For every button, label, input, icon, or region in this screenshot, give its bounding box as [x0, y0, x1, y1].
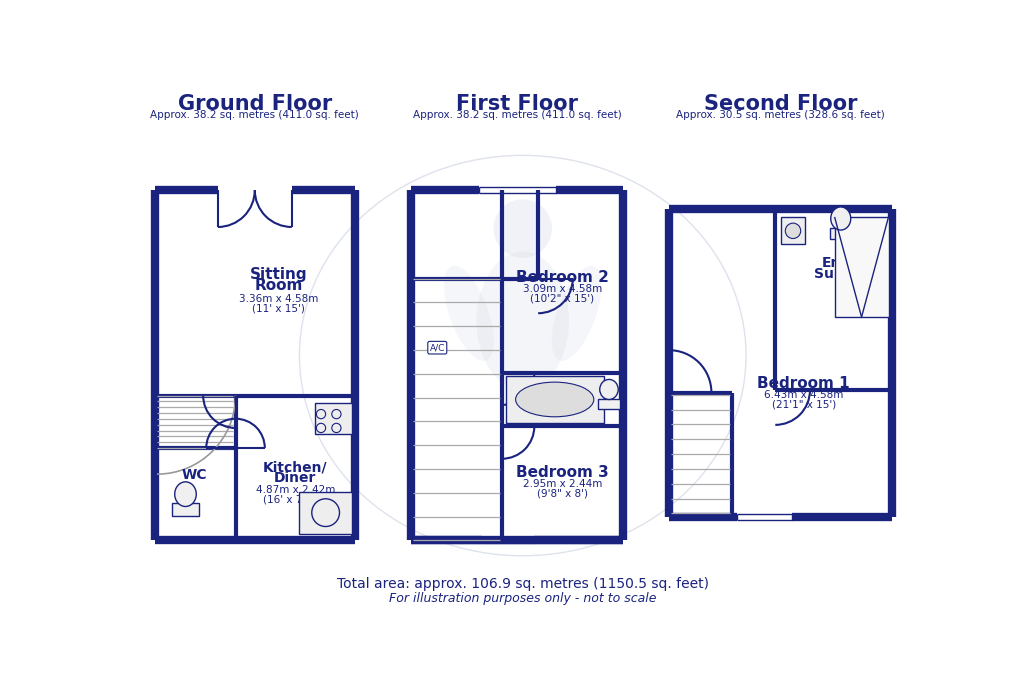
Text: Bathroom: Bathroom [524, 392, 600, 406]
Ellipse shape [829, 207, 850, 230]
Bar [300, 492, 352, 534]
Text: Approx. 38.2 sq. metres (411.0 sq. feet): Approx. 38.2 sq. metres (411.0 sq. feet) [413, 110, 621, 120]
Ellipse shape [174, 482, 196, 507]
Text: Bedroom 2: Bedroom 2 [516, 270, 608, 285]
Text: First Floor: First Floor [455, 94, 578, 114]
Bar [171, 503, 199, 516]
Text: (10'2" x 15'): (10'2" x 15') [530, 293, 594, 303]
Text: Approx. 30.5 sq. metres (328.6 sq. feet): Approx. 30.5 sq. metres (328.6 sq. feet) [676, 110, 884, 120]
Text: 6.43m x 4.58m: 6.43m x 4.58m [763, 390, 843, 400]
Text: 2.95m x 2.44m: 2.95m x 2.44m [522, 479, 601, 489]
Text: 3.09m x 4.58m: 3.09m x 4.58m [523, 284, 601, 294]
Text: Room: Room [255, 279, 303, 293]
Bar [781, 217, 804, 244]
Text: Bedroom 1: Bedroom 1 [757, 376, 849, 391]
Ellipse shape [476, 251, 569, 390]
Ellipse shape [599, 380, 618, 399]
Bar [315, 403, 352, 434]
Circle shape [493, 199, 551, 258]
Text: Approx. 38.2 sq. metres (411.0 sq. feet): Approx. 38.2 sq. metres (411.0 sq. feet) [150, 110, 359, 120]
Text: Second Floor: Second Floor [703, 94, 857, 114]
Text: For illustration purposes only - not to scale: For illustration purposes only - not to … [388, 592, 656, 604]
Ellipse shape [515, 382, 593, 417]
Text: Suite: Suite [813, 267, 853, 281]
Bar [597, 399, 620, 410]
Ellipse shape [551, 266, 601, 361]
Text: En-: En- [820, 256, 846, 270]
Text: (11' x 15'): (11' x 15') [252, 303, 305, 313]
Text: Sitting: Sitting [250, 267, 308, 282]
Text: (21'1" x 15'): (21'1" x 15') [771, 399, 836, 409]
Text: Total area: approx. 106.9 sq. metres (1150.5 sq. feet): Total area: approx. 106.9 sq. metres (11… [336, 577, 708, 591]
Text: WC: WC [181, 468, 207, 482]
Text: Ground Floor: Ground Floor [177, 94, 331, 114]
Bar [834, 217, 888, 317]
Bar [829, 228, 851, 239]
Ellipse shape [443, 266, 493, 361]
Text: (9'8" x 8'): (9'8" x 8') [536, 489, 587, 498]
Text: (16' x 7'11"): (16' x 7'11") [263, 495, 327, 505]
Text: Diner: Diner [274, 471, 316, 485]
Text: A/C: A/C [429, 343, 444, 352]
Text: 3.36m x 4.58m: 3.36m x 4.58m [238, 294, 318, 304]
Circle shape [785, 223, 800, 239]
Text: Bedroom 3: Bedroom 3 [516, 465, 608, 480]
Text: Kitchen/: Kitchen/ [263, 460, 327, 474]
Bar [505, 376, 603, 422]
Text: 4.87m x 2.42m: 4.87m x 2.42m [256, 485, 334, 496]
